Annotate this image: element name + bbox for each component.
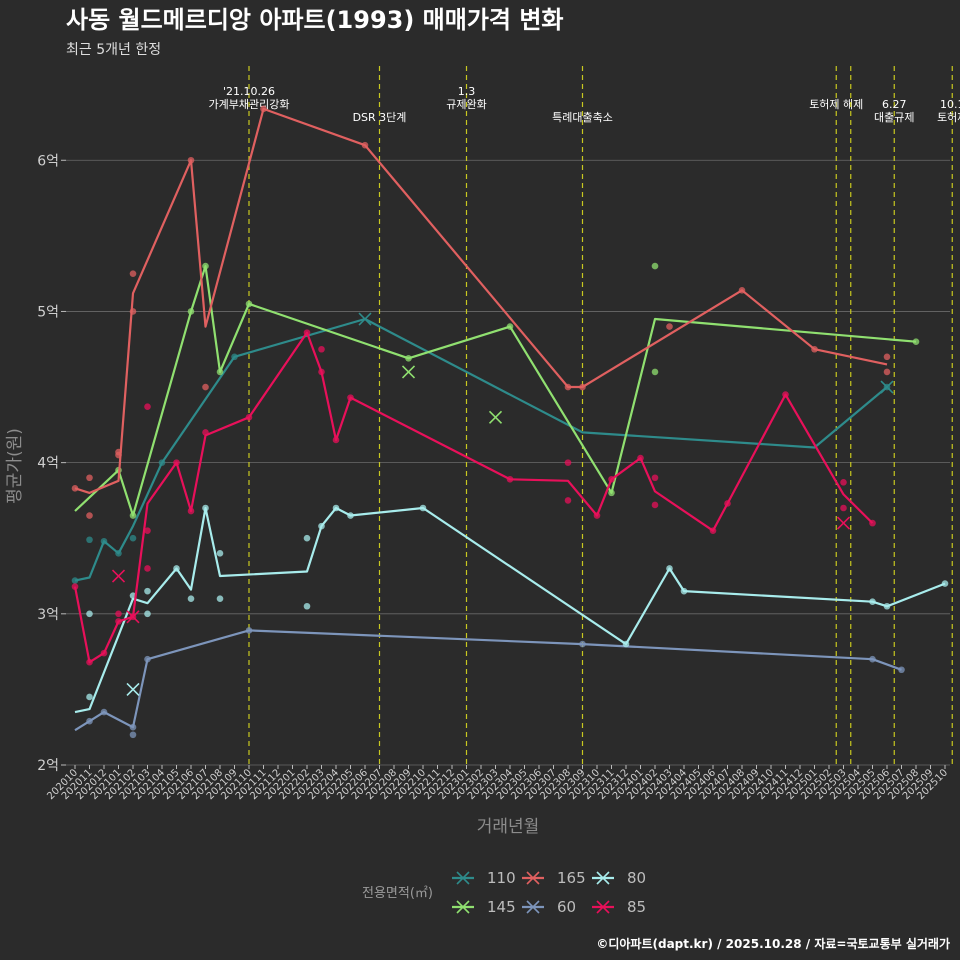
event-label: '21.10.26	[223, 85, 275, 98]
data-point	[303, 534, 311, 542]
series-line	[74, 317, 888, 582]
data-point	[318, 345, 325, 353]
event-label: 가계부채관리강화	[209, 98, 290, 111]
data-point	[86, 536, 93, 544]
legend-label: 60	[557, 898, 576, 916]
legend-x-icon	[526, 871, 540, 885]
series-60	[74, 627, 905, 739]
legend-label: 145	[487, 898, 516, 916]
series-145	[74, 262, 920, 519]
y-tick-label: 3억	[37, 607, 59, 623]
x-marker	[880, 380, 894, 394]
legend-x-icon	[456, 900, 470, 914]
data-point	[651, 368, 659, 376]
event-label: 대출규제	[874, 111, 914, 124]
data-point	[564, 497, 572, 504]
x-axis-title: 거래년월	[477, 817, 540, 837]
data-point	[651, 262, 659, 270]
event-label: DSR 3단계	[353, 111, 407, 124]
series-80	[74, 504, 949, 714]
x-marker	[488, 410, 503, 424]
chart-title: 사동 월드메르디앙 아파트(1993) 매매가격 변화	[66, 6, 564, 34]
data-point	[144, 403, 151, 410]
chart-subtitle: 최근 5개년 한정	[66, 42, 161, 58]
legend-item-60: 60	[522, 898, 576, 916]
x-marker	[836, 516, 851, 530]
event-label: 10.1	[940, 98, 960, 111]
legend-x-icon	[526, 900, 540, 914]
data-point	[202, 383, 209, 391]
event-label: 6.27	[882, 98, 907, 111]
data-point	[651, 501, 659, 509]
series-110	[71, 312, 894, 584]
event-label: 토허제 해제	[809, 97, 863, 111]
series-line	[74, 107, 888, 494]
legend-label: 80	[627, 869, 646, 887]
series-line	[74, 629, 902, 732]
data-point	[303, 602, 311, 610]
y-tick-label: 6억	[37, 153, 59, 169]
legend-x-icon	[596, 871, 610, 885]
data-point	[129, 731, 137, 739]
data-point	[144, 587, 151, 595]
x-marker	[358, 312, 372, 326]
x-marker	[126, 682, 140, 696]
legend-item-145: 145	[452, 898, 516, 916]
data-point	[666, 323, 673, 330]
data-point	[216, 550, 224, 557]
data-point	[840, 504, 847, 512]
data-point	[564, 459, 572, 466]
legend-label: 85	[627, 898, 646, 916]
data-point	[86, 512, 93, 519]
series-165	[71, 105, 891, 519]
event-label: 1.3	[458, 85, 476, 98]
event-label: 규제완화	[446, 98, 486, 111]
data-point	[144, 565, 151, 572]
legend: 전용면적(㎡) 110 145 165 60 80 85	[362, 869, 646, 916]
legend-item-110: 110	[452, 869, 516, 887]
x-axis: 2020102020112020122021012021022021032021…	[45, 765, 950, 802]
series-line	[73, 331, 874, 664]
series-85	[71, 329, 876, 666]
event-label: 토허제	[937, 111, 960, 124]
data-point	[883, 368, 891, 376]
legend-label: 110	[487, 869, 516, 887]
legend-item-85: 85	[592, 898, 646, 916]
data-point	[651, 474, 659, 482]
y-axis: 2억 3억 4억 5억 6억	[37, 153, 66, 774]
series-layer	[71, 105, 949, 739]
legend-title: 전용면적(㎡)	[362, 886, 433, 901]
grid	[66, 159, 950, 766]
x-marker	[401, 365, 416, 379]
y-tick-label: 5억	[37, 304, 59, 320]
event-label: 특례대출축소	[552, 111, 613, 124]
y-tick-label: 2억	[37, 758, 59, 774]
y-tick-label: 4억	[37, 456, 59, 472]
data-point	[216, 595, 224, 602]
legend-x-icon	[456, 871, 470, 885]
data-point	[86, 693, 93, 701]
caption: ©디아파트(dapt.kr) / 2025.10.28 / 자료=국토교통부 실…	[596, 936, 950, 951]
x-marker	[111, 569, 126, 583]
x-marker	[126, 610, 140, 624]
legend-x-icon	[596, 900, 610, 914]
data-point	[86, 610, 93, 618]
data-point	[129, 270, 137, 277]
data-point	[144, 527, 151, 534]
data-point	[129, 534, 137, 542]
data-point	[187, 595, 195, 602]
series-line	[74, 506, 946, 714]
legend-item-165: 165	[522, 869, 586, 887]
legend-label: 165	[557, 869, 586, 887]
data-point	[883, 353, 891, 361]
data-point	[840, 478, 847, 486]
data-point	[115, 610, 122, 618]
series-line	[74, 265, 917, 517]
legend-item-80: 80	[592, 869, 646, 887]
y-axis-title: 평균가(원)	[5, 428, 25, 504]
data-point	[144, 610, 151, 618]
data-point	[86, 474, 93, 482]
